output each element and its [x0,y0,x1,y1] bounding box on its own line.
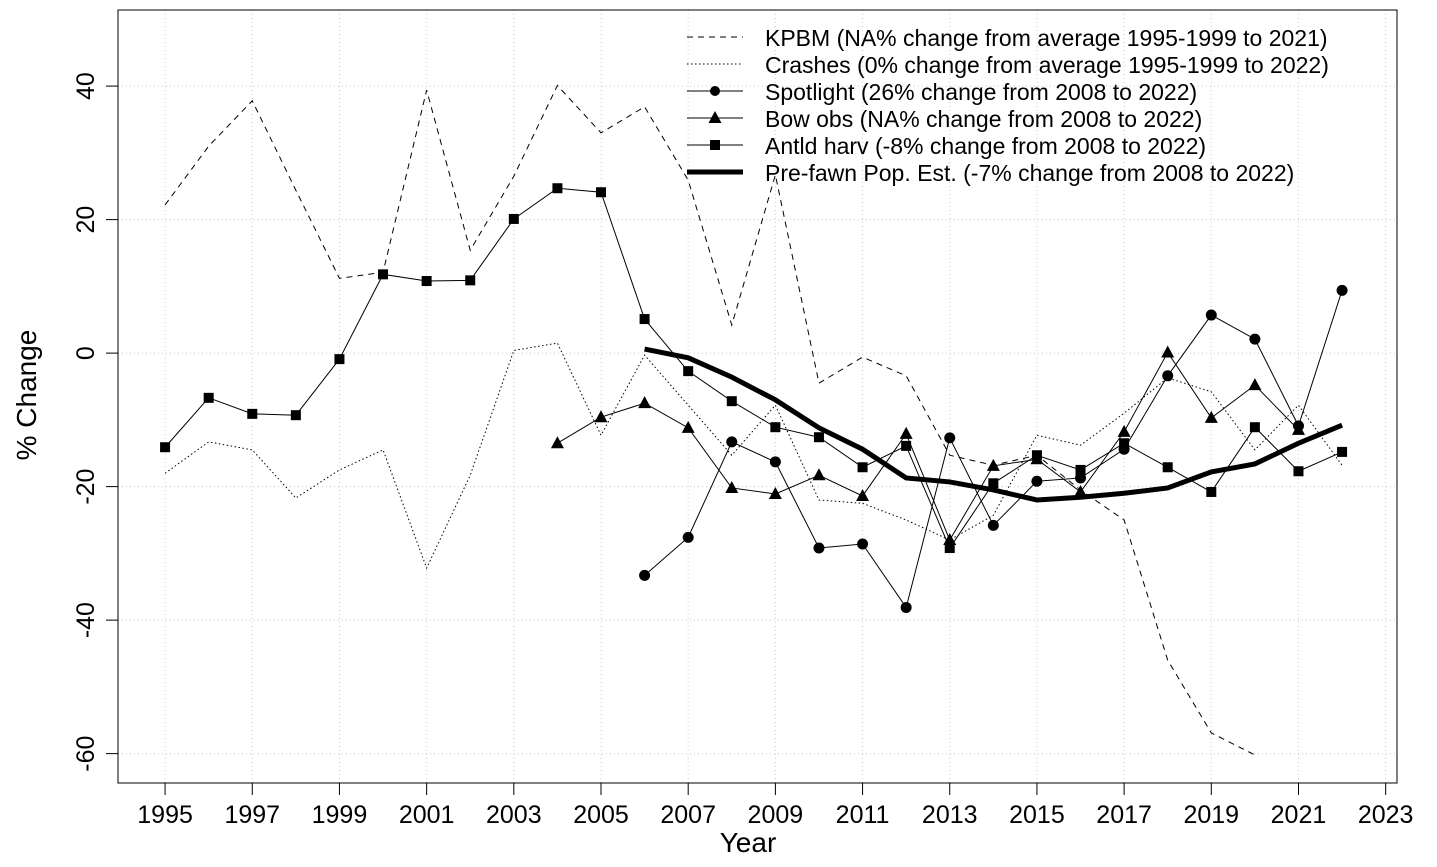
point [944,432,956,444]
point [1162,370,1174,382]
point [1074,484,1088,497]
point [1336,284,1348,296]
y-tick-label: -20 [72,469,100,505]
point [378,269,389,280]
point [1337,446,1348,457]
y-tick-label: 0 [72,346,100,360]
point [1204,410,1218,423]
point [290,410,301,421]
plot-frame [117,9,1398,784]
point [986,458,1000,471]
series-line [644,346,1344,503]
point [987,519,999,531]
x-tick-label: 2013 [922,801,978,829]
y-tick-label: 40 [72,72,100,100]
x-tick-label: 1997 [224,801,280,829]
point [465,275,476,286]
x-tick-label: 2015 [1009,801,1065,829]
point [203,392,214,403]
point [768,486,782,499]
point [638,396,652,409]
series-line [164,84,1256,756]
point [856,488,870,501]
legend-label: KPBM (NA% change from average 1995-1999 … [765,25,1328,51]
y-tick-label: -60 [72,736,100,772]
point [247,408,258,419]
x-axis-label: Year [720,827,777,858]
point [1075,464,1086,475]
point [1249,422,1260,433]
point [1031,475,1043,487]
point [857,538,869,550]
y-axis-label: % Change [11,330,42,461]
legend-label: Crashes (0% change from average 1995-199… [765,52,1329,78]
point [857,462,868,473]
x-tick-label: 2009 [748,801,804,829]
point [1031,450,1042,461]
point [683,366,694,377]
point [1248,378,1262,391]
point [1206,486,1217,497]
x-tick-label: 1995 [137,801,193,829]
y-tick-label: -40 [72,602,100,638]
point [1162,462,1173,473]
point [596,187,607,198]
legend-label: Antld harv (-8% change from 2008 to 2022… [765,133,1206,159]
point [421,276,432,287]
point [988,478,999,489]
x-tick-label: 2001 [399,801,455,829]
x-tick-label: 2023 [1358,801,1414,829]
point [1205,309,1217,321]
series-line [557,351,1299,542]
point [681,420,695,433]
point [1249,333,1261,345]
point [812,468,826,481]
y-tick-label: 20 [72,206,100,234]
point [1161,345,1175,358]
series-line [644,290,1343,609]
legend-marker [708,111,722,123]
point [726,396,737,407]
x-tick-label: 1999 [312,801,368,829]
legend-label: Pre-fawn Pop. Est. (-7% change from 2008… [765,160,1294,186]
point [1291,422,1305,435]
x-tick-label: 2019 [1183,801,1239,829]
point [639,569,651,581]
point [682,531,694,543]
x-tick-label: 2007 [660,801,716,829]
point [901,440,912,451]
point [1119,438,1130,449]
point [1117,424,1131,437]
point [899,426,913,439]
point [813,542,825,554]
point [770,422,781,433]
point [1293,466,1304,477]
point [334,354,345,365]
point [813,432,824,443]
x-tick-label: 2021 [1271,801,1327,829]
point [160,442,171,453]
point [508,213,519,224]
point [725,480,739,493]
point [769,456,781,468]
point [552,183,563,194]
legend-label: Bow obs (NA% change from 2008 to 2022) [765,106,1202,132]
point [726,436,738,448]
point [944,543,955,554]
x-tick-label: 2017 [1096,801,1152,829]
series-line [164,187,1343,550]
legend-marker [710,140,720,150]
x-tick-label: 2003 [486,801,542,829]
point [943,533,957,546]
point [550,436,564,449]
point [639,314,650,325]
legend-marker [710,86,720,96]
x-tick-label: 2011 [836,801,890,829]
point [594,410,608,423]
legend-label: Spotlight (26% change from 2008 to 2022) [765,79,1197,105]
point [1075,472,1087,484]
point [900,601,912,613]
x-tick-label: 2005 [573,801,629,829]
